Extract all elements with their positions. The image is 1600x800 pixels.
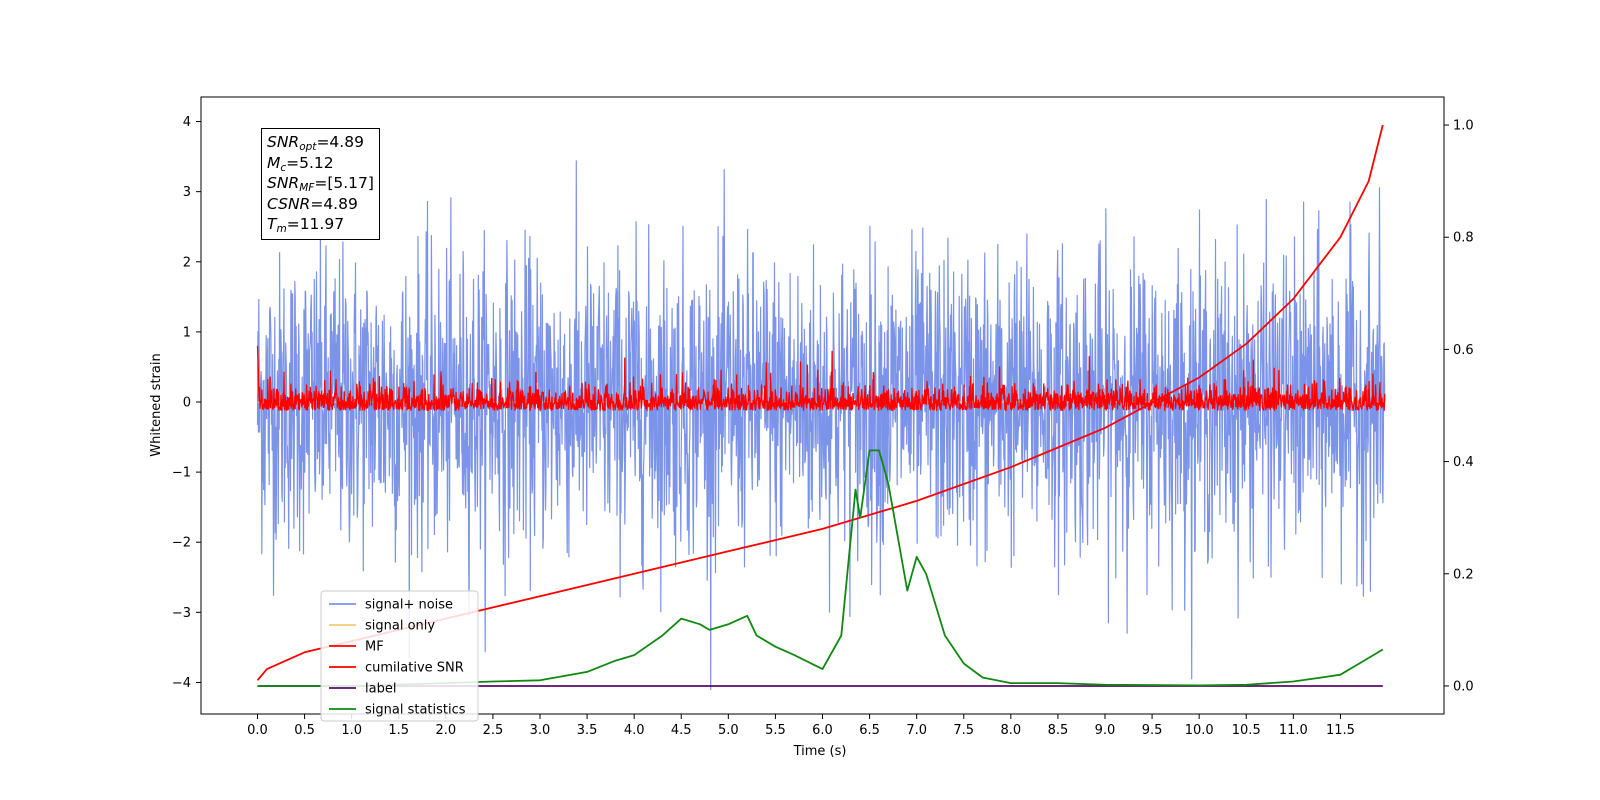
y-left-tick-label: 4 bbox=[183, 115, 191, 130]
y-left-tick-label: −3 bbox=[172, 606, 191, 621]
csnr-row: CSNR=4.89 bbox=[267, 194, 358, 213]
x-tick-label: 11.5 bbox=[1326, 723, 1355, 738]
y-left-tick-label: −4 bbox=[172, 676, 191, 691]
x-tick-label: 7.5 bbox=[953, 723, 974, 738]
x-tick-label: 5.0 bbox=[718, 723, 739, 738]
y-axis-left: 4 3 2 1 0 −1 −2 −3 −4 bbox=[172, 115, 201, 691]
x-tick-label: 1.0 bbox=[341, 723, 362, 738]
x-tick-label: 4.0 bbox=[624, 723, 645, 738]
mc-row: Mc=5.12 bbox=[267, 153, 334, 174]
legend-label: MF bbox=[365, 640, 384, 655]
series-signal-noise bbox=[256, 160, 1386, 691]
x-tick-label: 10.0 bbox=[1185, 723, 1214, 738]
legend-label: cumilative SNR bbox=[365, 661, 464, 676]
legend: signal+ noise signal only MF cumilative SNR… bbox=[320, 590, 479, 722]
y-axis-label: Whitened strain bbox=[149, 353, 164, 456]
y-left-tick-label: 1 bbox=[183, 325, 191, 340]
x-tick-label: 9.5 bbox=[1142, 723, 1163, 738]
x-tick-label: 3.0 bbox=[530, 723, 551, 738]
series-signal-statistics bbox=[257, 449, 1384, 687]
x-tick-label: 11.0 bbox=[1279, 723, 1308, 738]
y-right-tick-label: 0.4 bbox=[1453, 455, 1474, 470]
x-tick-label: 3.5 bbox=[577, 723, 598, 738]
y-right-tick-label: 0.2 bbox=[1453, 567, 1474, 582]
y-axis-right: 1.0 0.8 0.6 0.4 0.2 0.0 bbox=[1444, 119, 1474, 694]
stats-annotation-box: SNRopt=4.89 Mc=5.12 SNRMF=[5.17] CSNR=4.… bbox=[261, 128, 380, 240]
y-left-tick-label: −2 bbox=[172, 536, 191, 551]
snr-mf-row: SNRMF=[5.17] bbox=[267, 174, 374, 194]
y-left-tick-label: 2 bbox=[183, 255, 191, 270]
x-tick-label: 7.0 bbox=[906, 723, 927, 738]
series-mf bbox=[256, 345, 1386, 412]
x-tick-label: 1.5 bbox=[388, 723, 409, 738]
legend-label: label bbox=[365, 682, 396, 697]
x-tick-label: 2.0 bbox=[435, 723, 456, 738]
y-left-tick-label: −1 bbox=[172, 466, 191, 481]
x-tick-label: 2.5 bbox=[483, 723, 504, 738]
x-tick-label: 9.0 bbox=[1095, 723, 1116, 738]
legend-label: signal only bbox=[365, 619, 435, 634]
x-axis-label: Time (s) bbox=[793, 744, 847, 759]
legend-box bbox=[320, 590, 479, 722]
y-left-tick-label: 3 bbox=[183, 185, 191, 200]
x-axis: 0.0 0.5 1.0 1.5 2.0 2.5 3.0 3.5 4.0 4.5 5.0 5.5 6.0 6… bbox=[247, 714, 1355, 738]
x-tick-label: 8.0 bbox=[1000, 723, 1021, 738]
snr-opt-row: SNRopt=4.89 bbox=[267, 133, 364, 153]
x-tick-label: 10.5 bbox=[1232, 723, 1261, 738]
legend-label: signal statistics bbox=[365, 703, 466, 718]
x-tick-label: 8.5 bbox=[1048, 723, 1069, 738]
x-tick-label: 6.0 bbox=[812, 723, 833, 738]
y-right-tick-label: 0.6 bbox=[1453, 343, 1474, 358]
x-tick-label: 6.5 bbox=[859, 723, 880, 738]
x-tick-label: 5.5 bbox=[765, 723, 786, 738]
y-right-tick-label: 0.0 bbox=[1453, 679, 1474, 694]
y-left-tick-label: 0 bbox=[183, 395, 191, 410]
x-tick-label: 0.0 bbox=[247, 723, 268, 738]
x-tick-label: 4.5 bbox=[671, 723, 692, 738]
x-tick-label: 0.5 bbox=[294, 723, 315, 738]
y-right-tick-label: 0.8 bbox=[1453, 231, 1474, 246]
y-right-tick-label: 1.0 bbox=[1453, 119, 1474, 134]
tm-row: Tm=11.97 bbox=[267, 215, 345, 235]
noise-series-layer bbox=[256, 160, 1386, 691]
legend-label: signal+ noise bbox=[365, 598, 453, 613]
